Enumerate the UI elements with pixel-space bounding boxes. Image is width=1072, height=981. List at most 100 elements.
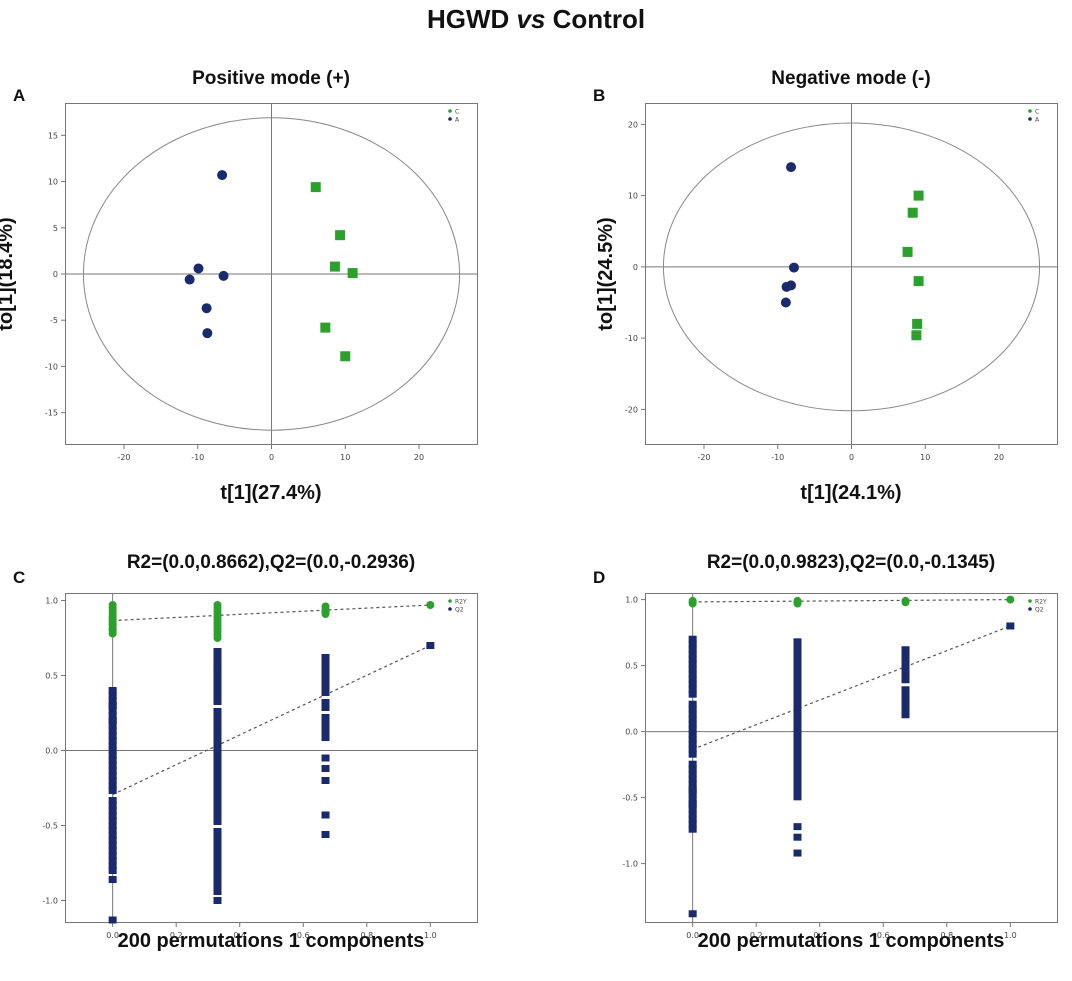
point-q2-square: [901, 696, 910, 704]
point-q2-square: [108, 692, 117, 699]
point-q2-square: [213, 868, 222, 875]
point-q2-square: [213, 768, 222, 775]
y-tick-label: 1.0: [45, 597, 58, 606]
y-tick-label: 0.0: [625, 728, 638, 737]
point-q2-square: [793, 768, 802, 776]
point-q2-square: [793, 748, 802, 756]
point-q2-square: [688, 780, 697, 788]
y-tick-label: 1.0: [625, 596, 638, 605]
figure-title: HGWD vs Control: [0, 4, 1072, 35]
point-q2-square: [793, 663, 802, 671]
point-q2-square: [108, 827, 117, 834]
panel-letter-b: B: [593, 86, 606, 105]
x-tick-label: 0.8: [360, 931, 373, 940]
point-q2-square: [213, 863, 222, 870]
point-q2-square: [108, 747, 117, 754]
point-q2-square: [321, 714, 330, 721]
point-q2-square: [321, 689, 330, 696]
point-q2-square: [688, 820, 697, 828]
point-q2-square: [108, 757, 117, 764]
x-tick-label: -20: [117, 453, 130, 462]
point-q2-square: [213, 678, 222, 685]
point-q2-square: [213, 693, 222, 700]
point-q2-square: [108, 732, 117, 739]
figure-title-prefix: HGWD: [426, 4, 517, 34]
panel-d-xlabel: 200 permutations 1 components: [697, 930, 1005, 952]
point-q2-square: [793, 783, 802, 791]
y-tick-label: 10: [48, 178, 58, 187]
point-a-circle: [184, 274, 195, 285]
q2-regression-line: [692, 625, 1011, 750]
point-q2-square: [901, 676, 910, 684]
point-q2-square: [213, 793, 222, 800]
point-q2-square: [108, 802, 117, 809]
point-a-circle: [780, 297, 791, 308]
point-q2-square: [108, 867, 117, 874]
point-q2-square: [688, 710, 697, 718]
point-q2-square: [901, 661, 910, 669]
legend-marker: [1028, 109, 1032, 113]
point-q2-square: [901, 711, 910, 719]
point-q2-square: [108, 772, 117, 779]
point-q2-square: [688, 635, 697, 643]
panel-c-title: R2=(0.0,0.8662),Q2=(0.0,-0.2936): [126, 552, 416, 573]
y-tick-label: 0.0: [45, 747, 58, 756]
x-tick-label: 0.0: [106, 931, 119, 940]
x-tick-label: -10: [771, 453, 784, 462]
point-r2y-circle: [688, 599, 697, 608]
point-q2-square: [213, 897, 222, 904]
x-tick-label: 0.4: [233, 931, 246, 940]
point-q2-square: [108, 812, 117, 819]
point-q2-square: [213, 873, 222, 880]
point-q2-square: [688, 750, 697, 758]
x-tick-label: 10: [920, 453, 930, 462]
point-q2-square: [688, 825, 697, 833]
point-q2-square: [321, 659, 330, 666]
point-q2-square: [213, 883, 222, 890]
panel-letter-d: D: [593, 568, 606, 587]
y-tick-label: 10: [628, 192, 638, 201]
point-c-square: [907, 207, 918, 218]
y-tick-label: 0.5: [45, 672, 58, 681]
point-q2-square: [793, 738, 802, 746]
point-q2-square: [321, 777, 330, 784]
point-q2-square: [688, 775, 697, 783]
legend-marker: [1028, 599, 1032, 603]
point-q2-square: [108, 722, 117, 729]
point-q2-square: [321, 699, 330, 706]
point-q2-square: [793, 733, 802, 741]
point-q2-square: [213, 698, 222, 705]
point-q2-square: [688, 715, 697, 723]
point-c-square: [902, 246, 913, 257]
point-q2-square: [108, 777, 117, 784]
point-q2-square: [213, 713, 222, 720]
x-tick-label: 0.6: [877, 931, 890, 940]
point-q2-square: [321, 664, 330, 671]
point-q2-square: [213, 723, 222, 730]
point-q2-square: [321, 679, 330, 686]
point-q2-square: [793, 693, 802, 701]
point-q2-square: [108, 862, 117, 869]
point-q2-square: [321, 654, 330, 661]
figure-title-vs: vs: [516, 4, 546, 34]
point-q2-square: [213, 773, 222, 780]
point-q2-square: [321, 831, 330, 838]
point-q2-square: [793, 763, 802, 771]
point-q2-square: [321, 684, 330, 691]
point-q2-square: [213, 788, 222, 795]
point-q2-square: [688, 740, 697, 748]
point-q2-square: [793, 678, 802, 686]
point-q2-square: [108, 832, 117, 839]
y-tick-label: -1.0: [622, 860, 638, 869]
point-q2-square: [688, 795, 697, 803]
point-q2-square: [688, 815, 697, 823]
point-q2-square: [793, 849, 802, 857]
point-q2-square: [688, 705, 697, 713]
point-q2-square: [321, 704, 330, 711]
point-q2-square: [108, 916, 117, 924]
point-c-square: [335, 230, 346, 241]
point-q2-square: [688, 765, 697, 773]
point-q2-square: [688, 700, 697, 708]
point-q2-square: [793, 668, 802, 676]
point-q2-square: [213, 798, 222, 805]
